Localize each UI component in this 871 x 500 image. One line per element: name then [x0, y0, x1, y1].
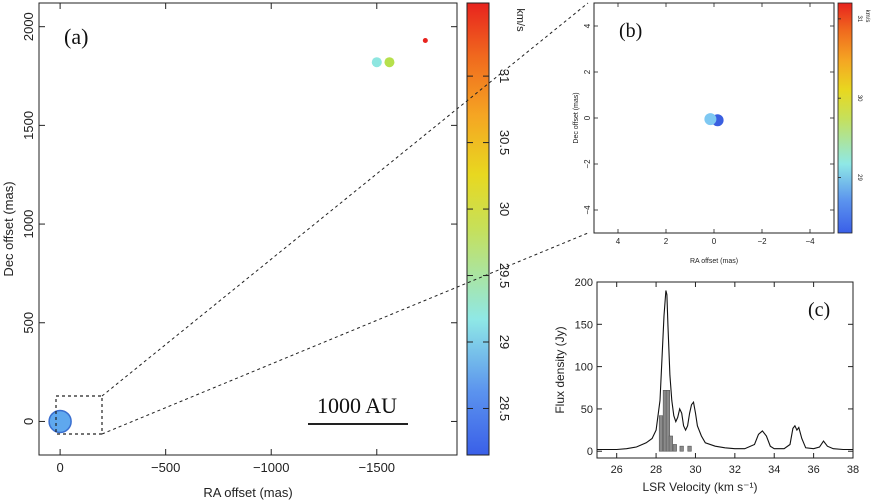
- colorbar-a-unit: km/s: [514, 8, 526, 32]
- colorbar-a-tick-label: 30: [497, 202, 512, 216]
- c-x-tick-label: 32: [729, 464, 741, 476]
- histogram-bar: [687, 445, 692, 452]
- panel-b: (b) 4 2 0 −2 −4 4 2 0 −2 −4 RA offset (mas) Dec o…: [573, 2, 835, 265]
- colorbar-a-tick-label: 29: [497, 335, 512, 349]
- c-x-tick-label: 36: [807, 464, 819, 476]
- zoom-line-bottom: [101, 232, 589, 435]
- b-x-tick-label: 0: [712, 237, 717, 246]
- colorbar-a-tick-label: 29.5: [497, 263, 512, 288]
- c-x-tick-label: 28: [650, 464, 662, 476]
- b-y-tick-label: 0: [583, 115, 592, 120]
- colorbar-a: 28.5 29 29.5 30 30.5 31 km/s: [466, 2, 526, 456]
- spectrum-line: [597, 290, 853, 451]
- maser-spot: [384, 57, 395, 68]
- colorbar-a-tick-label: 30.5: [497, 130, 512, 155]
- histogram-bar: [665, 390, 670, 452]
- maser-spot: [48, 409, 72, 434]
- panel-a-frame: [38, 2, 458, 456]
- colorbar-a-tick-label: 28.5: [497, 396, 512, 421]
- c-x-tick-label: 34: [768, 464, 780, 476]
- b-x-tick-label: −4: [805, 237, 815, 246]
- y-tick-label: 1000: [21, 210, 36, 239]
- b-x-tick-label: 2: [664, 237, 669, 246]
- c-y-tick-label: 0: [587, 446, 593, 458]
- y-tick-label: 0: [21, 418, 36, 425]
- colorbar-b: 29 30 31 km/s: [837, 2, 870, 234]
- c-x-tick-label: 30: [689, 464, 701, 476]
- colorbar-b-tick-label: 29: [856, 174, 862, 181]
- maser-spot: [704, 113, 717, 126]
- b-y-tick-label: −2: [583, 159, 592, 169]
- c-y-tick-label: 150: [575, 319, 593, 331]
- panel-a-label: (a): [64, 24, 88, 49]
- b-y-tick-label: 4: [583, 23, 592, 28]
- c-y-tick-label: 50: [581, 404, 593, 416]
- colorbar-b-unit: km/s: [864, 10, 870, 23]
- x-tick-label: −500: [151, 460, 180, 475]
- scale-bar-label: 1000 AU: [317, 393, 397, 418]
- b-y-tick-label: 2: [583, 69, 592, 74]
- panel-c-frame: [596, 281, 854, 459]
- b-x-tick-label: −2: [757, 237, 767, 246]
- zoom-line-top: [101, 2, 589, 397]
- y-tick-label: 2000: [21, 12, 36, 41]
- panel-c: (c) 26 28 30 32 34 36 38 0 50 100 150 200 LSR Veloc…: [553, 277, 859, 494]
- panel-a-ylabel: Dec offset (mas): [1, 181, 16, 276]
- b-x-tick-label: 4: [616, 237, 621, 246]
- histogram-bar: [672, 444, 677, 452]
- c-x-tick-label: 26: [611, 464, 623, 476]
- b-y-tick-label: −4: [583, 205, 592, 215]
- x-tick-label: −1500: [359, 460, 396, 475]
- panel-b-ylabel: Dec offset (mas): [573, 92, 580, 143]
- histogram-bar: [658, 415, 664, 452]
- colorbar-b-gradient: [837, 2, 853, 234]
- c-x-tick-label: 38: [847, 464, 859, 476]
- panel-c-label: (c): [808, 299, 830, 321]
- histogram-bar: [679, 445, 684, 452]
- panel-c-xlabel: LSR Velocity (km s⁻¹): [642, 480, 757, 494]
- panel-a: (a) 0 −500 −1000 −1500 0 500 1000 1500 2000 1000…: [1, 2, 458, 500]
- panel-c-ylabel: Flux density (Jy): [553, 326, 567, 413]
- maser-spot: [371, 57, 382, 68]
- c-y-tick-label: 100: [575, 362, 593, 374]
- maser-spot: [422, 38, 428, 44]
- c-y-tick-label: 200: [575, 277, 593, 289]
- colorbar-a-tick-label: 31: [497, 69, 512, 83]
- y-tick-label: 500: [21, 312, 36, 334]
- panel-b-label: (b): [619, 20, 642, 42]
- x-tick-label: 0: [56, 460, 63, 475]
- colorbar-a-gradient: [466, 2, 490, 456]
- panel-a-xlabel: RA offset (mas): [203, 485, 292, 500]
- colorbar-b-tick-label: 30: [856, 95, 862, 102]
- y-tick-label: 1500: [21, 111, 36, 140]
- panel-b-xlabel: RA offset (mas): [690, 258, 738, 265]
- x-tick-label: −1000: [253, 460, 290, 475]
- colorbar-b-tick-label: 31: [856, 16, 862, 23]
- histogram-bar: [668, 435, 673, 452]
